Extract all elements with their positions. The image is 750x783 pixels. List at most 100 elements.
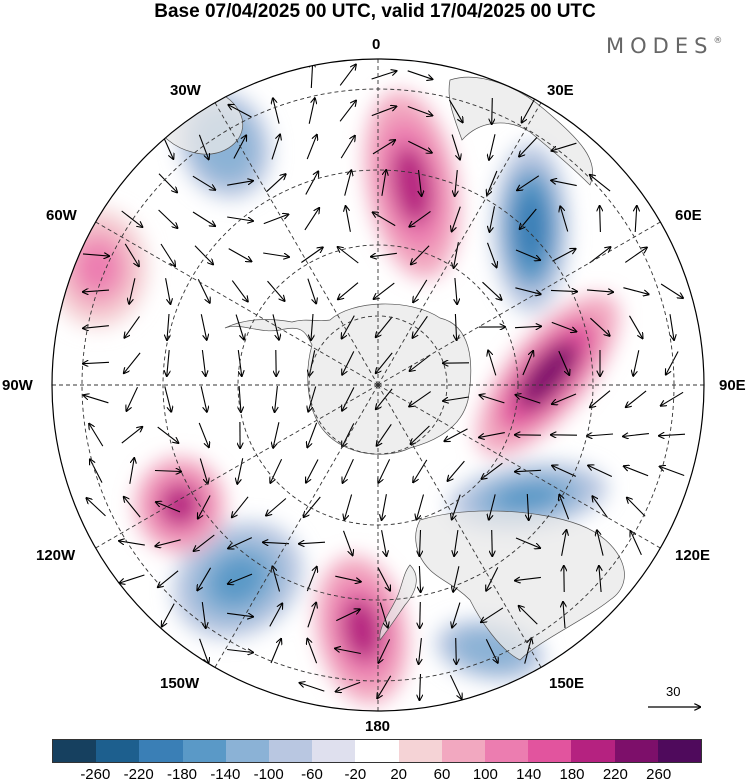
wind-vector <box>629 315 643 338</box>
wind-vector <box>307 278 316 304</box>
wind-vector <box>627 498 646 517</box>
wind-vector <box>84 395 109 404</box>
wind-vector <box>304 208 319 231</box>
wind-vector <box>273 567 281 592</box>
label-150w: 150W <box>160 675 200 692</box>
wind-vector <box>552 466 577 477</box>
anomaly-contour <box>392 145 432 225</box>
colorbar-tick-label: -220 <box>123 766 154 783</box>
wind-vector <box>304 496 321 517</box>
wind-vector <box>340 136 355 159</box>
wind-vector <box>486 242 497 267</box>
wind-vector <box>454 530 459 556</box>
wind-vector <box>590 317 609 336</box>
wind-vector <box>519 606 538 625</box>
colorbar-tick-label: -60 <box>301 766 323 783</box>
wind-vector <box>199 638 209 663</box>
wind-vector <box>263 542 290 543</box>
wind-vector <box>419 565 420 592</box>
wind-vector <box>552 142 577 151</box>
wind-vector <box>373 212 396 227</box>
wind-vector <box>164 386 171 411</box>
colorbar <box>52 739 702 763</box>
wind-vector <box>376 388 393 409</box>
wind-vector <box>192 175 215 190</box>
anomaly-contour <box>518 341 578 409</box>
wind-vector <box>267 280 285 301</box>
anomaly-contour <box>515 192 547 264</box>
wind-vector <box>158 209 178 228</box>
colorbar-tick-label: 20 <box>390 766 407 783</box>
wind-vector <box>124 497 141 518</box>
wind-vector <box>454 242 459 268</box>
colorbar-tick-label: 260 <box>646 766 672 783</box>
wind-vector <box>342 530 353 555</box>
wind-vector <box>228 248 252 262</box>
wind-vector <box>263 214 288 225</box>
wind-vector <box>527 493 528 520</box>
wind-vector <box>378 459 391 482</box>
wind-vector <box>516 395 541 404</box>
colorbar-tick-label: -100 <box>253 766 284 783</box>
wind-vector <box>124 352 141 373</box>
wind-vector <box>272 314 279 339</box>
wind-vector <box>342 423 355 446</box>
label-180: 180 <box>365 718 391 735</box>
wind-vector <box>453 566 460 591</box>
wind-vector <box>586 290 613 292</box>
wind-vector <box>269 604 282 627</box>
wind-vector <box>515 537 540 548</box>
wind-vector <box>90 459 103 483</box>
wind-vector <box>563 602 565 629</box>
wind-vector <box>227 181 253 186</box>
wind-vector <box>524 638 532 664</box>
wind-vector <box>306 135 317 160</box>
wind-vector <box>626 390 647 407</box>
wind-vector <box>590 390 611 408</box>
wind-vector <box>127 386 138 411</box>
wind-vector <box>338 282 359 300</box>
wind-vector <box>299 542 326 544</box>
wind-vector <box>344 494 353 520</box>
wind-vector <box>599 566 601 593</box>
wind-vector <box>456 637 457 664</box>
label-60e: 60E <box>675 207 702 224</box>
label-0: 0 <box>372 36 381 53</box>
wind-vector <box>198 495 211 519</box>
wind-vector <box>192 211 215 226</box>
wind-vector <box>339 65 356 86</box>
wind-vector <box>411 425 430 444</box>
wind-vector <box>162 603 175 627</box>
colorbar-tick-label: -20 <box>344 766 367 783</box>
wind-vector <box>448 460 465 481</box>
wind-vector <box>481 607 504 622</box>
wind-vector <box>311 313 313 340</box>
wind-vector <box>558 350 569 375</box>
anomaly-contour <box>77 242 119 294</box>
wind-vector <box>378 639 391 662</box>
wind-vector <box>550 290 577 291</box>
wind-vector <box>560 207 569 232</box>
wind-vector <box>266 174 285 193</box>
wind-vector <box>227 613 253 616</box>
anomaly-contour <box>342 598 382 662</box>
colorbar-tick-label: -260 <box>80 766 111 783</box>
colorbar-swatch <box>269 740 313 762</box>
wind-vector <box>202 350 205 376</box>
wind-vector <box>129 458 134 484</box>
wind-vector <box>336 681 361 691</box>
wind-vector <box>590 175 611 192</box>
wind-vector <box>410 354 431 371</box>
wind-vector <box>515 577 541 580</box>
anomaly-contour <box>161 484 199 526</box>
wind-vector <box>374 282 395 299</box>
colorbar-swatch <box>528 740 572 762</box>
wind-vector <box>407 105 432 116</box>
colorbar-tick-label: -180 <box>166 766 198 783</box>
wind-vector <box>624 248 646 263</box>
wind-vector <box>413 279 428 302</box>
wind-vector <box>154 471 181 472</box>
wind-vector <box>451 134 460 160</box>
wind-vector <box>485 639 497 662</box>
wind-vector <box>515 249 540 260</box>
